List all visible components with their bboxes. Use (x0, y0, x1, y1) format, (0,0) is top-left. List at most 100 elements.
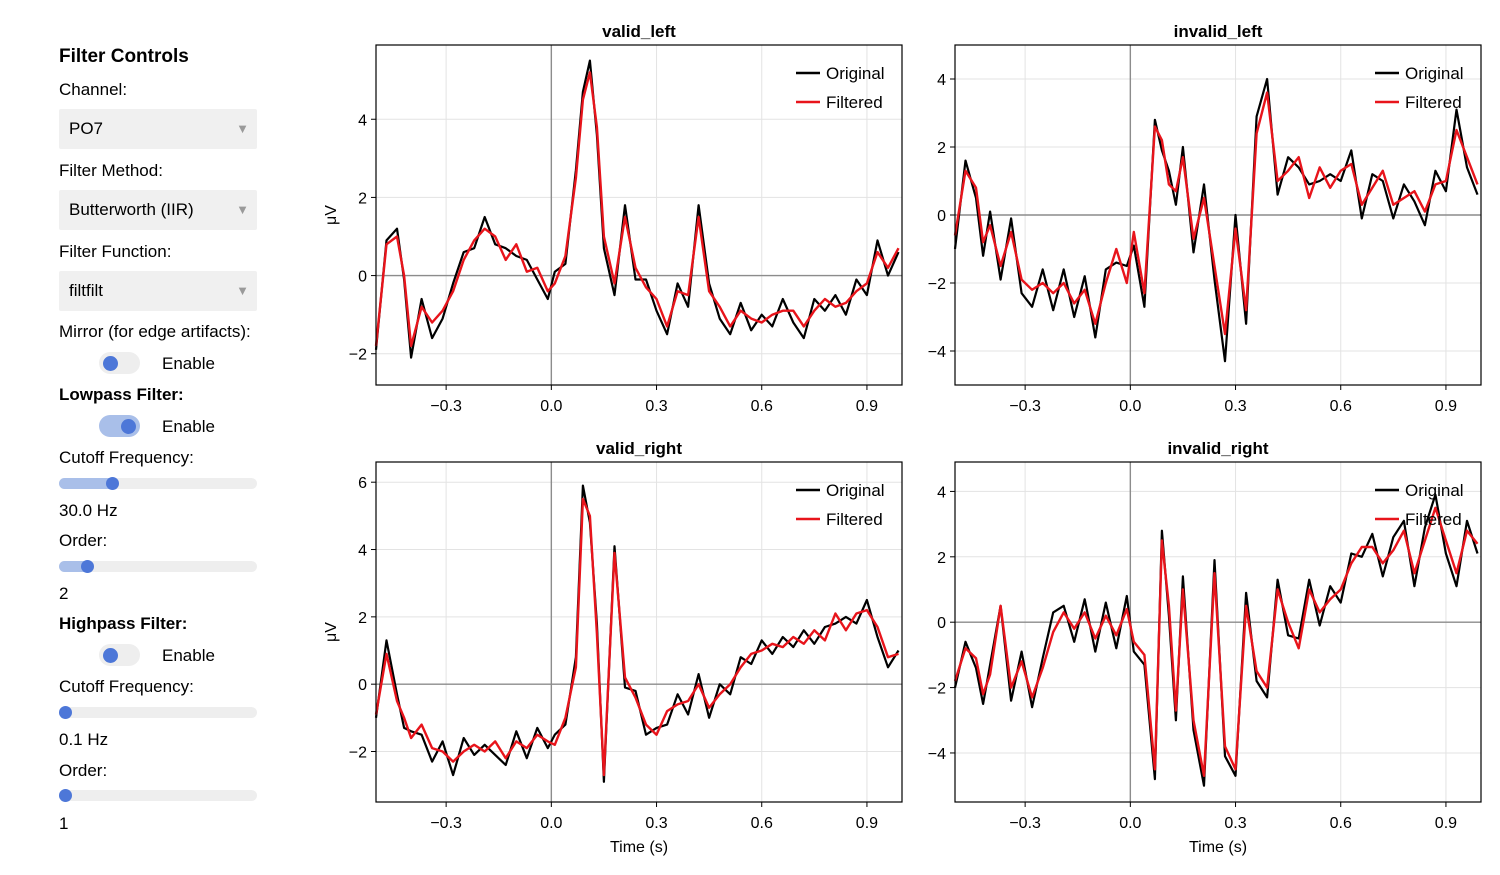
highpass-toggle[interactable] (99, 644, 140, 666)
highpass-heading: Highpass Filter: (59, 614, 188, 633)
x-tick-label: 0.3 (645, 398, 667, 415)
slider-fill (59, 478, 119, 489)
legend-label-original: Original (1405, 481, 1464, 500)
legend-label-original: Original (826, 64, 885, 83)
highpass-order-slider[interactable] (59, 789, 257, 802)
y-tick-label: 6 (358, 475, 367, 492)
series-line-filtered (374, 497, 899, 777)
y-tick-label: −2 (928, 681, 946, 698)
lowpass-enable-label: Enable (162, 417, 215, 436)
chart-title: invalid_left (1174, 22, 1263, 41)
y-tick-label: −4 (928, 344, 946, 361)
x-tick-label: 0.6 (751, 815, 773, 832)
highpass-cutoff-label: Cutoff Frequency: (59, 677, 194, 696)
slider-handle[interactable] (59, 789, 72, 802)
filter-function-value: filtfilt (69, 281, 103, 300)
toggle-knob (103, 356, 118, 371)
plot-frame (954, 44, 1482, 386)
legend-label-filtered: Filtered (1405, 510, 1462, 529)
y-tick-label: −2 (928, 276, 946, 293)
legend-label-filtered: Filtered (826, 93, 883, 112)
lowpass-heading: Lowpass Filter: (59, 385, 184, 404)
series-line-filtered (953, 506, 1479, 777)
lowpass-cutoff-value: 30.0 Hz (59, 501, 118, 520)
series-line-original (953, 77, 1479, 363)
series-line-filtered (374, 71, 900, 348)
x-tick-label: 0.9 (856, 398, 878, 415)
x-tick-label: 0.0 (1119, 815, 1141, 832)
x-tick-label: −0.3 (430, 815, 462, 832)
highpass-cutoff-value: 0.1 Hz (59, 730, 109, 749)
x-tick-label: 0.6 (1330, 398, 1352, 415)
legend-label-filtered: Filtered (826, 510, 883, 529)
legend-label-original: Original (1405, 64, 1464, 83)
filter-function-dropdown[interactable]: filtfilt ▼ (59, 271, 257, 311)
slider-fill (59, 561, 93, 572)
filter-controls-panel: Filter Controls Channel: PO7 ▼ Filter Me… (0, 0, 300, 875)
slider-handle[interactable] (106, 477, 120, 490)
chart-title: valid_right (596, 439, 682, 458)
mirror-enable-label: Enable (162, 354, 215, 373)
legend-label-original: Original (826, 481, 885, 500)
x-tick-label: 0.9 (1435, 815, 1457, 832)
x-tick-label: 0.0 (540, 815, 562, 832)
legend-label-filtered: Filtered (1405, 93, 1462, 112)
y-tick-label: 4 (937, 484, 946, 501)
lowpass-cutoff-slider[interactable] (59, 477, 257, 490)
filter-method-value: Butterworth (IIR) (69, 200, 194, 219)
lowpass-order-slider[interactable] (59, 560, 257, 573)
y-axis-label: μV (323, 205, 340, 225)
toggle-knob (121, 419, 136, 434)
chart-valid_right: −0.3 0.0 0.3 0.6 0.9 −2 0 2 4 6 valid_right μV Time … (323, 439, 903, 856)
x-tick-label: 0.9 (1435, 398, 1457, 415)
y-tick-label: 2 (937, 140, 946, 157)
plot-frame (375, 44, 903, 386)
x-tick-label: 0.3 (1224, 815, 1246, 832)
chevron-down-icon: ▼ (236, 283, 249, 298)
mirror-toggle[interactable] (99, 352, 140, 374)
filter-method-dropdown[interactable]: Butterworth (IIR) ▼ (59, 190, 257, 230)
y-tick-label: 0 (937, 615, 946, 632)
x-tick-label: 0.3 (1224, 398, 1246, 415)
y-tick-label: 4 (937, 72, 946, 89)
y-tick-label: 2 (358, 610, 367, 627)
x-tick-label: −0.3 (430, 398, 462, 415)
plot-frame (954, 461, 1482, 803)
y-tick-label: 2 (358, 190, 367, 207)
x-axis-label: Time (s) (610, 839, 668, 856)
highpass-order-value: 1 (59, 814, 69, 833)
x-axis-label: Time (s) (1189, 839, 1247, 856)
x-tick-label: 0.6 (751, 398, 773, 415)
x-tick-label: −0.3 (1009, 815, 1041, 832)
y-tick-label: 0 (358, 677, 367, 694)
mirror-label: Mirror (for edge artifacts): (59, 322, 251, 341)
channel-label: Channel: (59, 80, 128, 99)
y-tick-label: −2 (349, 745, 367, 762)
chevron-down-icon: ▼ (236, 202, 249, 217)
y-tick-label: 0 (937, 208, 946, 225)
chart-invalid_left: −0.3 0.0 0.3 0.6 0.9 −4 −2 0 2 4 invalid_left Origi… (928, 22, 1482, 415)
highpass-cutoff-slider[interactable] (59, 706, 257, 719)
lowpass-order-value: 2 (59, 584, 69, 603)
x-tick-label: −0.3 (1009, 398, 1041, 415)
y-tick-label: 0 (358, 269, 367, 286)
filter-method-label: Filter Method: (59, 161, 163, 180)
y-tick-label: 4 (358, 112, 367, 129)
series-line-original (374, 484, 900, 783)
chevron-down-icon: ▼ (236, 121, 249, 136)
lowpass-toggle[interactable] (99, 415, 140, 437)
x-tick-label: 0.3 (645, 815, 667, 832)
chart-title: valid_left (602, 22, 676, 41)
chart-title: invalid_right (1167, 439, 1268, 458)
plot-frame (375, 461, 903, 803)
y-axis-label: μV (323, 622, 340, 642)
channel-dropdown[interactable]: PO7 ▼ (59, 109, 257, 149)
slider-handle[interactable] (80, 560, 94, 573)
panel-heading: Filter Controls (59, 46, 189, 67)
y-tick-label: 2 (937, 550, 946, 567)
y-tick-label: 4 (358, 543, 367, 560)
slider-handle[interactable] (59, 706, 72, 719)
chart-valid_left: −0.3 0.0 0.3 0.6 0.9 −2 0 2 4 valid_left μV Origina… (323, 22, 903, 415)
series-line-filtered (953, 91, 1479, 336)
